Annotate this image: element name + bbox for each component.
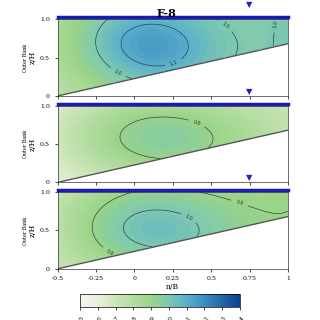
Text: 1.0: 1.0 [184,213,194,222]
Text: ▼: ▼ [246,173,253,182]
Text: 1.1: 1.1 [169,60,178,67]
Text: 1.0: 1.0 [272,20,278,28]
Text: Outer Bank: Outer Bank [23,130,28,158]
Y-axis label: z/H: z/H [29,224,37,237]
Text: ▼: ▼ [246,0,253,10]
Text: 0.9: 0.9 [106,248,115,257]
Y-axis label: z/H: z/H [29,51,37,64]
Text: Outer Bank: Outer Bank [23,44,28,72]
Text: 0.9: 0.9 [235,199,244,206]
Text: ▼: ▼ [246,87,253,96]
Y-axis label: z/H: z/H [29,137,37,151]
X-axis label: n/B: n/B [166,283,180,291]
Text: F-8: F-8 [156,8,176,19]
Text: 1.0: 1.0 [221,21,230,30]
Text: 1.0: 1.0 [113,68,123,76]
Text: 0.9: 0.9 [192,119,201,127]
Text: Outer Bank: Outer Bank [23,216,28,244]
